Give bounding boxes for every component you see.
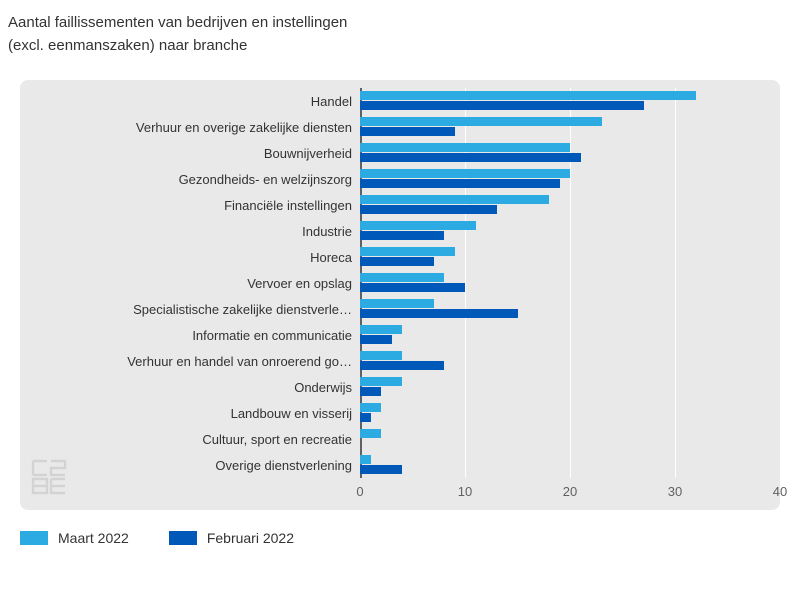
bar-series-b bbox=[360, 387, 381, 396]
chart-row: Specialistische zakelijke dienstverle… bbox=[20, 296, 780, 322]
bar-series-b bbox=[360, 413, 371, 422]
legend-label: Maart 2022 bbox=[58, 530, 129, 546]
category-label: Horeca bbox=[20, 250, 360, 265]
chart-row: Handel bbox=[20, 88, 780, 114]
category-label: Gezondheids- en welzijnszorg bbox=[20, 172, 360, 187]
x-tick-label: 0 bbox=[356, 484, 363, 499]
bar-series-a bbox=[360, 91, 696, 100]
legend-swatch bbox=[20, 531, 48, 545]
bars-zone bbox=[360, 374, 780, 400]
chart-row: Informatie en communicatie bbox=[20, 322, 780, 348]
legend-label: Februari 2022 bbox=[207, 530, 294, 546]
chart-row: Overige dienstverlening bbox=[20, 452, 780, 478]
bars-zone bbox=[360, 218, 780, 244]
legend-item: Februari 2022 bbox=[169, 530, 294, 546]
bar-series-a bbox=[360, 247, 455, 256]
bar-series-a bbox=[360, 143, 570, 152]
chart-rows: Handel Verhuur en overige zakelijke diens… bbox=[20, 88, 780, 478]
category-label: Cultuur, sport en recreatie bbox=[20, 432, 360, 447]
bars-zone bbox=[360, 88, 780, 114]
chart-title: Aantal faillissementen van bedrijven en … bbox=[0, 0, 800, 57]
bar-series-a bbox=[360, 351, 402, 360]
bar-series-b bbox=[360, 283, 465, 292]
bar-series-b bbox=[360, 205, 497, 214]
x-tick-label: 20 bbox=[563, 484, 577, 499]
title-line-1: Aantal faillissementen van bedrijven en … bbox=[8, 12, 800, 35]
category-label: Handel bbox=[20, 94, 360, 109]
bar-series-b bbox=[360, 257, 434, 266]
bar-series-b bbox=[360, 465, 402, 474]
bar-series-b bbox=[360, 335, 392, 344]
legend-swatch bbox=[169, 531, 197, 545]
chart-row: Verhuur en overige zakelijke diensten bbox=[20, 114, 780, 140]
bars-zone bbox=[360, 140, 780, 166]
bars-zone bbox=[360, 192, 780, 218]
bar-series-b bbox=[360, 309, 518, 318]
chart-row: Gezondheids- en welzijnszorg bbox=[20, 166, 780, 192]
bars-zone bbox=[360, 322, 780, 348]
bar-series-a bbox=[360, 169, 570, 178]
chart-legend: Maart 2022 Februari 2022 bbox=[20, 530, 294, 546]
category-label: Onderwijs bbox=[20, 380, 360, 395]
category-label: Verhuur en overige zakelijke diensten bbox=[20, 120, 360, 135]
bars-zone bbox=[360, 166, 780, 192]
chart-row: Bouwnijverheid bbox=[20, 140, 780, 166]
bar-series-a bbox=[360, 299, 434, 308]
bars-zone bbox=[360, 270, 780, 296]
bars-zone bbox=[360, 348, 780, 374]
chart-row: Vervoer en opslag bbox=[20, 270, 780, 296]
chart-row: Cultuur, sport en recreatie bbox=[20, 426, 780, 452]
category-label: Informatie en communicatie bbox=[20, 328, 360, 343]
chart-row: Financiële instellingen bbox=[20, 192, 780, 218]
category-label: Overige dienstverlening bbox=[20, 458, 360, 473]
gridline bbox=[780, 88, 781, 478]
bar-series-a bbox=[360, 429, 381, 438]
category-label: Industrie bbox=[20, 224, 360, 239]
bar-series-b bbox=[360, 127, 455, 136]
x-axis: 010203040 bbox=[360, 482, 780, 502]
category-label: Verhuur en handel van onroerend go… bbox=[20, 354, 360, 369]
title-line-2: (excl. eenmanszaken) naar branche bbox=[8, 35, 800, 58]
chart-row: Horeca bbox=[20, 244, 780, 270]
bar-series-a bbox=[360, 377, 402, 386]
category-label: Landbouw en visserij bbox=[20, 406, 360, 421]
cbs-logo-icon bbox=[30, 457, 68, 500]
chart-row: Onderwijs bbox=[20, 374, 780, 400]
category-label: Specialistische zakelijke dienstverle… bbox=[20, 302, 360, 317]
chart-row: Landbouw en visserij bbox=[20, 400, 780, 426]
bars-zone bbox=[360, 400, 780, 426]
x-tick-label: 10 bbox=[458, 484, 472, 499]
bars-zone bbox=[360, 452, 780, 478]
bar-series-b bbox=[360, 101, 644, 110]
category-label: Financiële instellingen bbox=[20, 198, 360, 213]
x-tick-label: 40 bbox=[773, 484, 787, 499]
bar-series-b bbox=[360, 361, 444, 370]
bar-series-a bbox=[360, 403, 381, 412]
chart-plot-area: Handel Verhuur en overige zakelijke diens… bbox=[20, 80, 780, 510]
category-label: Bouwnijverheid bbox=[20, 146, 360, 161]
legend-item: Maart 2022 bbox=[20, 530, 129, 546]
chart-row: Industrie bbox=[20, 218, 780, 244]
bar-series-b bbox=[360, 231, 444, 240]
bar-series-b bbox=[360, 179, 560, 188]
bars-zone bbox=[360, 426, 780, 452]
bar-series-b bbox=[360, 153, 581, 162]
bar-series-a bbox=[360, 221, 476, 230]
x-tick-label: 30 bbox=[668, 484, 682, 499]
bar-series-a bbox=[360, 325, 402, 334]
bar-series-a bbox=[360, 455, 371, 464]
category-label: Vervoer en opslag bbox=[20, 276, 360, 291]
chart-row: Verhuur en handel van onroerend go… bbox=[20, 348, 780, 374]
bar-series-a bbox=[360, 117, 602, 126]
bars-zone bbox=[360, 296, 780, 322]
bar-series-a bbox=[360, 195, 549, 204]
bar-series-a bbox=[360, 273, 444, 282]
bars-zone bbox=[360, 244, 780, 270]
bars-zone bbox=[360, 114, 780, 140]
